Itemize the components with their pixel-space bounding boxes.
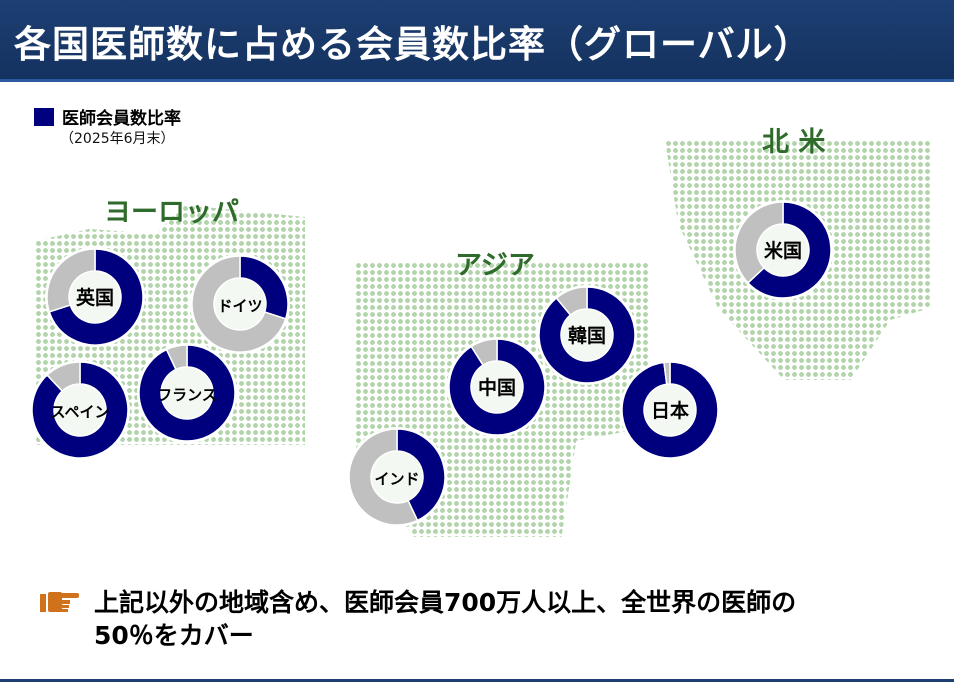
pointing-hand-icon xyxy=(40,592,79,612)
summary-note: 上記以外の地域含め、医師会員700万人以上、全世界の医師の 50％をカバー xyxy=(40,586,796,652)
donut-hole xyxy=(471,361,523,413)
member-slice xyxy=(448,338,546,436)
member-slice xyxy=(621,361,719,459)
rest-slice xyxy=(470,338,498,367)
donut-5: 韓国 xyxy=(537,285,637,385)
legend-date: （2025年6月末） xyxy=(60,131,175,147)
member-slice xyxy=(31,361,129,459)
rest-slice xyxy=(46,361,81,393)
rest-slice xyxy=(734,201,784,284)
donut-7: インド xyxy=(347,427,447,527)
donut-hole xyxy=(561,309,613,361)
donut-label: フランス xyxy=(157,386,217,404)
note-line-2: 50％をカバー xyxy=(94,621,254,650)
donut-label: 米国 xyxy=(764,239,802,262)
region-asia: アジア xyxy=(455,250,535,281)
donut-2: スペイン xyxy=(30,360,130,460)
member-slice xyxy=(396,428,446,522)
donut-hole xyxy=(214,278,266,330)
rest-slice xyxy=(46,248,96,313)
donut-1: ドイツ xyxy=(190,254,290,354)
region-europe: ヨーロッパ xyxy=(104,197,239,228)
donut-8: 米国 xyxy=(733,200,833,300)
donut-hole xyxy=(161,367,213,419)
member-slice xyxy=(48,248,144,346)
rest-slice xyxy=(555,286,588,317)
page-title: 各国医師数に占める会員数比率（グローバル） xyxy=(14,23,812,66)
donut-6: 日本 xyxy=(620,360,720,460)
donut-label: インド xyxy=(374,470,419,488)
donut-3: フランス xyxy=(137,343,237,443)
donut-label: 日本 xyxy=(651,399,689,422)
footer-line xyxy=(0,679,954,682)
legend-swatch xyxy=(34,107,54,126)
legend-label: 医師会員数比率 xyxy=(62,109,181,129)
header-bar: 各国医師数に占める会員数比率（グローバル） xyxy=(0,0,954,82)
rest-slice xyxy=(348,428,419,526)
legend: 医師会員数比率 xyxy=(34,104,181,129)
donut-hole xyxy=(69,271,121,323)
note-line-1: 上記以外の地域含め、医師会員700万人以上、全世界の医師の xyxy=(94,588,797,617)
donut-label: 韓国 xyxy=(568,324,606,347)
donut-hole xyxy=(757,224,809,276)
donut-label: スペイン xyxy=(51,403,110,421)
donut-0: 英国 xyxy=(45,247,145,347)
member-slice xyxy=(538,286,636,384)
donut-hole xyxy=(371,451,423,503)
donut-hole xyxy=(644,384,696,436)
rest-slice xyxy=(663,361,671,386)
rest-slice xyxy=(191,255,287,353)
donut-label: 中国 xyxy=(478,376,516,399)
rest-slice xyxy=(165,344,188,371)
donut-label: 英国 xyxy=(76,286,114,309)
donut-hole xyxy=(54,384,106,436)
donut-4: 中国 xyxy=(447,337,547,437)
donut-label: ドイツ xyxy=(217,297,262,315)
member-slice xyxy=(138,344,236,442)
region-north-america: 北 米 xyxy=(762,127,826,158)
member-slice xyxy=(746,201,832,299)
